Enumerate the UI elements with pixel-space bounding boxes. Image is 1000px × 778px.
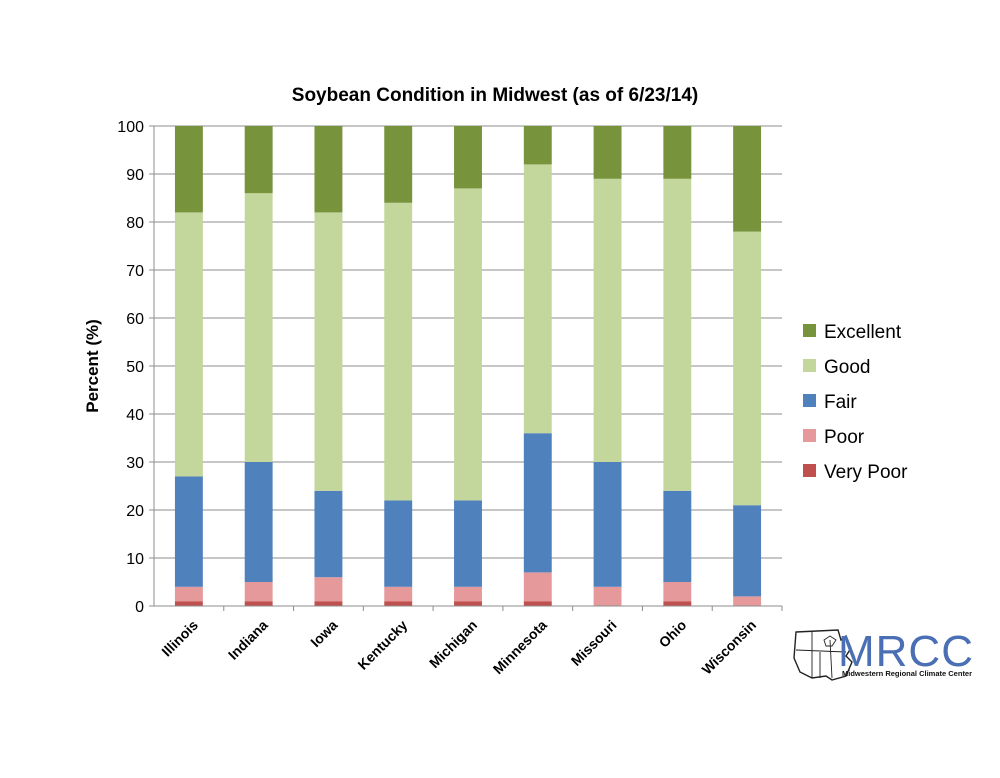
y-tick-labels: 0 10 20 30 40 50 60 70 80 90 100 <box>117 119 144 616</box>
bar-michigan-poor <box>454 586 482 602</box>
y-tick-label-10: 10 <box>126 551 144 568</box>
legend-label-excellent: Excellent <box>824 322 902 343</box>
bar-michigan-very-poor <box>454 601 482 606</box>
bar-missouri-poor <box>593 586 622 606</box>
legend-label-poor: Poor <box>824 427 865 448</box>
bar-michigan-excellent <box>454 126 482 189</box>
mrcc-logo: MRCC Midwestern Regional Climate Center <box>793 627 974 681</box>
x-tick-label-illinois: Illinois <box>158 617 201 660</box>
chart-title: Soybean Condition in Midwest (as of 6/23… <box>292 85 698 106</box>
logo-name: MRCC <box>838 627 974 676</box>
logo-subtitle: Midwestern Regional Climate Center <box>842 669 972 678</box>
bars-group <box>174 126 762 606</box>
y-tick-label-50: 50 <box>126 359 144 376</box>
bar-illinois-very-poor <box>174 601 203 606</box>
bar-kentucky-good <box>384 202 413 501</box>
axes <box>153 126 783 611</box>
bar-iowa-fair <box>314 490 343 578</box>
legend-swatch-fair <box>803 394 816 407</box>
bar-indiana-excellent <box>244 126 273 194</box>
bar-minnesota-excellent <box>523 126 552 165</box>
bar-minnesota-very-poor <box>523 601 552 606</box>
bar-minnesota-good <box>523 164 552 434</box>
bar-wisconsin-excellent <box>733 126 762 232</box>
bar-wisconsin-good <box>733 231 762 506</box>
y-tick-label-100: 100 <box>117 119 144 136</box>
legend-swatch-good <box>803 359 816 372</box>
bar-iowa-poor <box>314 577 343 602</box>
legend-swatch-poor <box>803 429 816 442</box>
bar-ohio-fair <box>663 490 692 582</box>
x-tick-label-missouri: Missouri <box>568 617 620 669</box>
legend-label-fair: Fair <box>824 392 857 413</box>
bar-missouri-excellent <box>593 126 622 179</box>
bar-illinois-fair <box>174 476 203 587</box>
bar-kentucky-fair <box>384 500 413 587</box>
bar-minnesota-fair <box>523 433 552 573</box>
bar-missouri-fair <box>593 462 622 587</box>
bar-missouri-good <box>593 178 622 463</box>
bar-wisconsin-fair <box>733 505 762 597</box>
legend: Excellent Good Fair Poor Very Poor <box>803 322 908 483</box>
legend-swatch-excellent <box>803 324 816 337</box>
bar-kentucky-very-poor <box>384 601 413 606</box>
x-tick-label-iowa: Iowa <box>307 617 340 650</box>
x-tick-label-ohio: Ohio <box>656 617 690 651</box>
y-tick-label-30: 30 <box>126 455 144 472</box>
bar-illinois-good <box>174 212 203 477</box>
x-tick-label-wisconsin: Wisconsin <box>698 617 759 678</box>
bar-iowa-good <box>314 212 343 491</box>
y-tick-label-70: 70 <box>126 263 144 280</box>
bar-ohio-very-poor <box>663 601 692 606</box>
bar-indiana-poor <box>244 582 273 602</box>
x-tick-label-minnesota: Minnesota <box>490 617 550 677</box>
y-axis-label: Percent (%) <box>83 319 102 413</box>
bar-ohio-excellent <box>663 126 692 179</box>
x-tick-labels: Illinois Indiana Iowa Kentucky Michigan Minne… <box>158 617 759 678</box>
bar-indiana-very-poor <box>244 601 273 606</box>
midwest-map-icon <box>793 629 853 681</box>
bar-wisconsin-poor <box>733 596 762 606</box>
bar-ohio-poor <box>663 582 692 602</box>
y-tick-label-0: 0 <box>135 599 144 616</box>
legend-swatch-very-poor <box>803 464 816 477</box>
legend-label-very-poor: Very Poor <box>824 462 908 483</box>
bar-kentucky-poor <box>384 586 413 602</box>
x-tick-label-michigan: Michigan <box>426 617 480 671</box>
y-tick-label-90: 90 <box>126 167 144 184</box>
bar-iowa-excellent <box>314 126 343 213</box>
bar-iowa-very-poor <box>314 601 343 606</box>
bar-michigan-good <box>454 188 482 501</box>
x-tick-label-kentucky: Kentucky <box>354 617 410 673</box>
y-tick-label-20: 20 <box>126 503 144 520</box>
x-tick-label-indiana: Indiana <box>225 617 271 663</box>
y-tick-label-60: 60 <box>126 311 144 328</box>
bar-kentucky-excellent <box>384 126 413 203</box>
legend-label-good: Good <box>824 357 870 378</box>
bar-minnesota-poor <box>523 572 552 602</box>
bar-illinois-poor <box>174 586 203 602</box>
bar-indiana-good <box>244 193 273 462</box>
bar-indiana-fair <box>244 462 273 582</box>
bar-ohio-good <box>663 178 692 491</box>
bar-illinois-excellent <box>174 126 203 213</box>
bar-michigan-fair <box>454 500 482 587</box>
y-tick-label-80: 80 <box>126 215 144 232</box>
y-tick-label-40: 40 <box>126 407 144 424</box>
